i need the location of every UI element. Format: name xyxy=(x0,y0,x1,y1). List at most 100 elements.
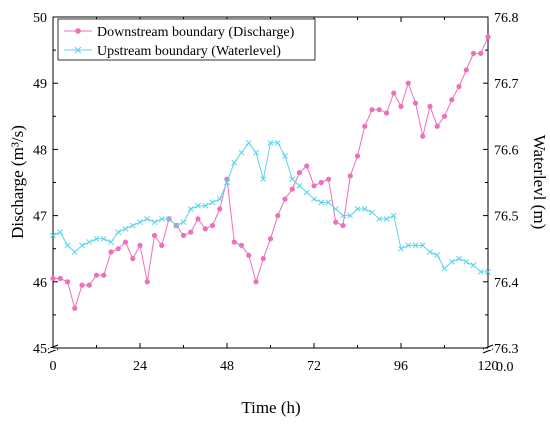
x-tick-label: 120 xyxy=(478,359,499,374)
downstream-point xyxy=(289,186,295,192)
downstream-point xyxy=(376,107,382,113)
upstream-point xyxy=(427,249,433,255)
downstream-point xyxy=(137,242,143,248)
downstream-point xyxy=(412,100,419,106)
upstream-point xyxy=(253,149,259,156)
downstream-point xyxy=(130,256,136,262)
downstream-point xyxy=(398,103,404,109)
downstream-point xyxy=(333,219,339,225)
downstream-point xyxy=(93,272,100,278)
y-left-tick-label: 48 xyxy=(33,143,47,158)
downstream-point xyxy=(115,246,121,252)
upstream-point xyxy=(151,219,158,226)
upstream-point xyxy=(245,139,252,146)
series-downstream xyxy=(50,34,491,311)
legend-marker-upstream xyxy=(74,46,82,54)
downstream-point xyxy=(188,229,194,235)
downstream-point xyxy=(101,272,107,278)
x-axis-zero-label: 0.0 xyxy=(496,360,514,375)
y-left-tick-label: 49 xyxy=(33,77,47,92)
y-left-tick-label: 47 xyxy=(33,210,47,225)
downstream-point xyxy=(441,113,448,119)
x-tick-label: 48 xyxy=(220,359,234,374)
upstream-point xyxy=(434,252,441,259)
downstream-point xyxy=(347,173,353,179)
upstream-point xyxy=(383,215,390,222)
upstream-point xyxy=(93,235,100,242)
upstream-point xyxy=(158,215,165,222)
upstream-point xyxy=(441,265,448,272)
downstream-point xyxy=(253,279,259,285)
downstream-point xyxy=(318,179,324,186)
downstream-point xyxy=(485,34,491,40)
downstream-point xyxy=(282,196,288,202)
downstream-point xyxy=(50,275,56,282)
x-tick-label: 0 xyxy=(50,359,57,374)
legend: Downstream boundary (Discharge) Upstream… xyxy=(57,18,316,61)
downstream-point xyxy=(64,279,71,285)
y-left-tick-label: 50 xyxy=(33,11,47,26)
upstream-point xyxy=(463,258,470,265)
upstream-point xyxy=(289,176,296,183)
y-right-tick-label: 76.4 xyxy=(494,276,519,291)
downstream-point xyxy=(296,169,303,176)
y-right-axis-title: Waterlevl (m) xyxy=(530,135,549,229)
upstream-point xyxy=(456,255,462,262)
y-left-tick-label: 45 xyxy=(33,342,47,357)
downstream-point xyxy=(231,239,237,245)
downstream-point xyxy=(369,107,375,113)
upstream-point xyxy=(231,159,238,166)
downstream-point xyxy=(202,226,208,232)
downstream-point xyxy=(180,232,187,239)
upstream-point xyxy=(187,206,194,212)
upstream-point xyxy=(79,242,85,249)
downstream-point xyxy=(463,67,469,73)
downstream-point xyxy=(383,110,390,116)
upstream-point xyxy=(347,212,354,219)
upstream-point xyxy=(122,225,129,232)
downstream-point xyxy=(420,133,426,139)
upstream-point xyxy=(50,232,56,239)
upstream-point xyxy=(166,215,172,222)
x-tick-label: 24 xyxy=(133,359,147,374)
upstream-point xyxy=(296,182,303,189)
upstream-point xyxy=(390,212,397,219)
upstream-point xyxy=(340,212,346,219)
upstream-point xyxy=(115,229,122,236)
upstream-point xyxy=(311,196,317,203)
y-left-axis-title: Discharge (m³/s) xyxy=(8,125,27,239)
downstream-point xyxy=(72,305,78,311)
downstream-series-line xyxy=(53,36,489,311)
upstream-point xyxy=(412,242,419,249)
upstream-point xyxy=(361,206,368,212)
upstream-point xyxy=(376,215,383,222)
legend-label-upstream: Upstream boundary (Waterlevel) xyxy=(97,44,281,59)
upstream-point xyxy=(448,258,455,265)
y-right-axis-ticks: 76.3 76.4 76.5 76.6 76.7 76.8 xyxy=(483,11,519,357)
downstream-point xyxy=(195,216,201,222)
downstream-point xyxy=(449,97,455,103)
upstream-point xyxy=(137,219,143,226)
x-tick-label: 96 xyxy=(394,359,408,374)
downstream-point xyxy=(209,222,216,229)
downstream-point xyxy=(405,80,411,86)
upstream-point xyxy=(129,222,136,229)
downstream-point xyxy=(151,232,158,239)
downstream-point xyxy=(427,103,433,109)
downstream-point xyxy=(456,83,462,90)
downstream-point xyxy=(304,163,310,169)
upstream-point xyxy=(303,189,310,196)
upstream-point xyxy=(405,242,412,249)
upstream-point xyxy=(282,153,288,159)
upstream-point xyxy=(195,202,201,209)
y-right-tick-label: 76.3 xyxy=(494,342,519,357)
upstream-point xyxy=(332,206,339,212)
upstream-point xyxy=(216,196,223,203)
upstream-point xyxy=(274,139,281,146)
downstream-point xyxy=(260,256,266,262)
downstream-point xyxy=(275,213,281,219)
upstream-point xyxy=(318,199,325,206)
downstream-point xyxy=(470,50,477,57)
upstream-point xyxy=(100,235,107,242)
